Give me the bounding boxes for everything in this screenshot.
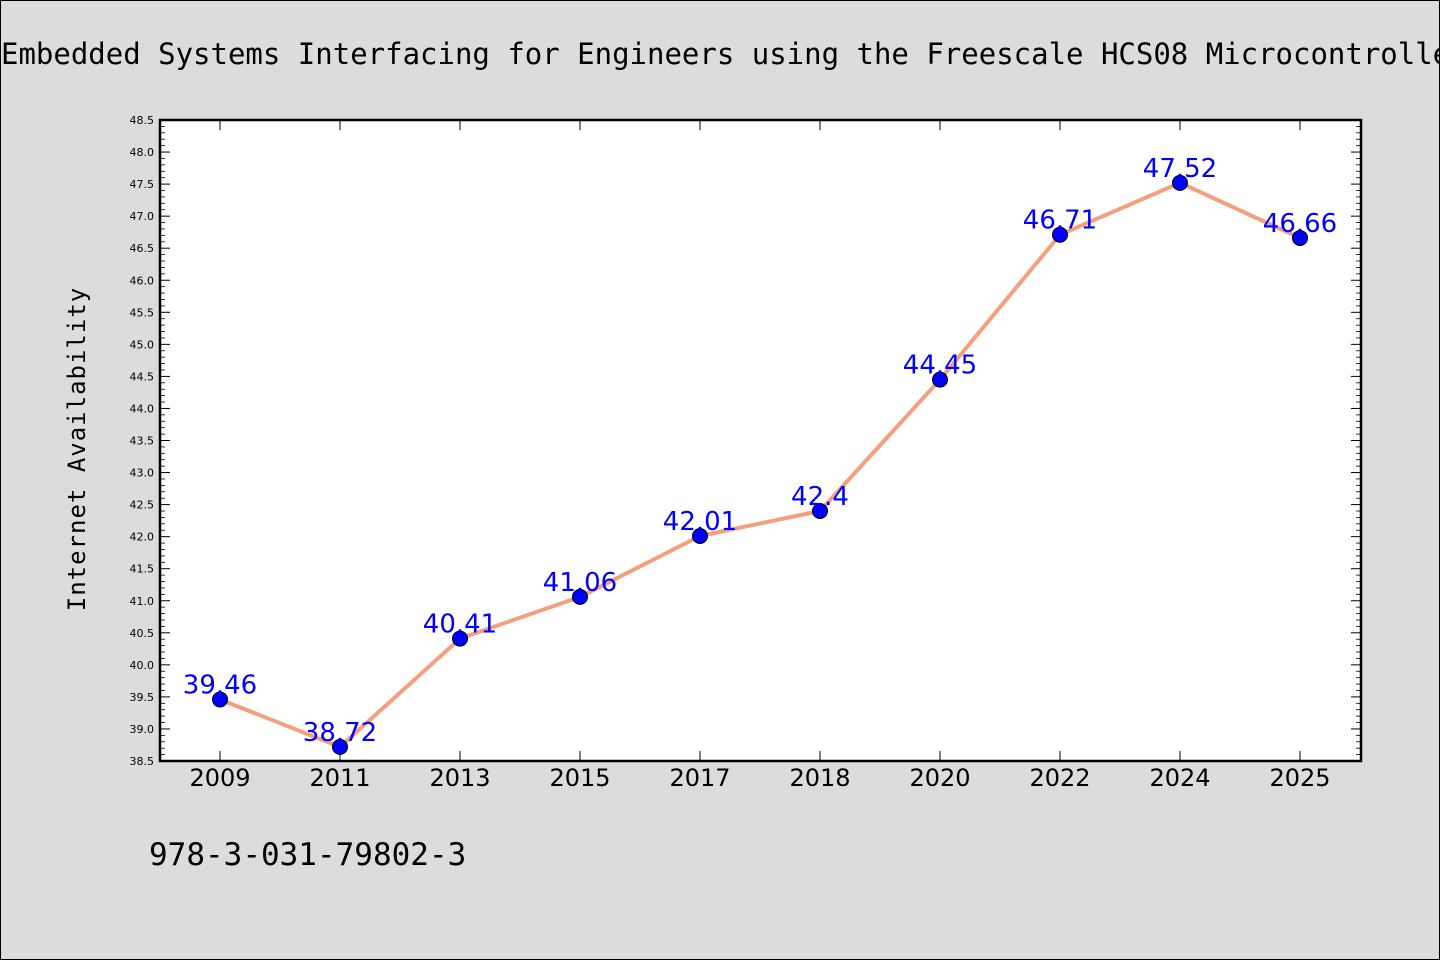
data-point [1052, 226, 1068, 243]
data-point [932, 371, 948, 388]
plot-border [158, 118, 1363, 763]
x-axis-ticks: 2009 2011 2013 2015 2017 2018 2020 2022 2024 2025 [189, 120, 1331, 792]
y-tick-label: 48.5 [130, 114, 155, 127]
y-tick-label: 41.5 [130, 563, 155, 576]
y-tick-label: 44.0 [130, 402, 155, 415]
chart-title: Embedded Systems Interfacing for Enginee… [1, 37, 1439, 71]
data-point [332, 738, 348, 755]
x-tick-label: 2024 [1149, 764, 1210, 792]
x-tick-label: 2011 [309, 764, 370, 792]
data-label: 46.71 [1023, 206, 1097, 236]
y-tick-label: 42.5 [130, 499, 155, 512]
plot-area [160, 120, 1361, 761]
x-tick-label: 2020 [909, 764, 970, 792]
y-tick-label: 40.0 [130, 659, 155, 672]
y-tick-label: 47.5 [130, 178, 155, 191]
data-label: 47.52 [1143, 154, 1217, 184]
data-label: 40.41 [423, 610, 497, 640]
y-tick-label: 43.0 [130, 467, 155, 480]
data-point [692, 528, 708, 545]
data-label: 38.72 [303, 718, 377, 748]
data-label: 41.06 [543, 568, 617, 598]
data-label: 46.66 [1263, 209, 1337, 239]
data-label: 39.46 [183, 670, 257, 700]
x-tick-label: 2018 [789, 764, 850, 792]
y-tick-label: 41.0 [130, 595, 155, 608]
y-tick-label: 39.5 [130, 691, 155, 704]
data-point [452, 630, 468, 647]
y-tick-label: 40.5 [130, 627, 155, 640]
footer-isbn: 978-3-031-79802-3 [149, 837, 466, 873]
x-tick-label: 2015 [549, 764, 610, 792]
x-tick-label: 2013 [429, 764, 490, 792]
y-tick-label: 43.5 [130, 435, 155, 448]
y-tick-label: 44.5 [130, 370, 155, 383]
y-tick-label: 45.5 [130, 306, 155, 319]
data-point [812, 503, 828, 520]
y-tick-label: 46.5 [130, 242, 155, 255]
y-tick-label: 47.0 [130, 210, 155, 223]
y-tick-label: 45.0 [130, 338, 155, 351]
x-tick-label: 2022 [1029, 764, 1090, 792]
data-labels: 39.46 38.72 40.41 41.06 42.01 42.4 44.45 46.71 4… [183, 154, 1337, 748]
y-tick-label: 39.0 [130, 723, 155, 736]
data-markers [212, 174, 1308, 755]
data-label: 42.4 [791, 482, 849, 512]
data-point [212, 691, 228, 708]
y-tick-label: 42.0 [130, 531, 155, 544]
y-tick-label: 46.0 [130, 274, 155, 287]
y-axis-label: Internet Availability [63, 287, 91, 611]
data-label: 44.45 [903, 351, 977, 381]
x-tick-label: 2017 [669, 764, 730, 792]
x-tick-label: 2025 [1269, 764, 1330, 792]
data-label: 42.01 [663, 507, 737, 537]
y-tick-label: 48.0 [130, 146, 155, 159]
x-tick-label: 2009 [189, 764, 250, 792]
series-line-group [218, 180, 1302, 749]
data-point [572, 588, 588, 605]
data-point [1172, 174, 1188, 191]
series-line [218, 180, 1302, 749]
data-point [1292, 229, 1308, 246]
y-tick-label: 38.5 [130, 755, 155, 768]
